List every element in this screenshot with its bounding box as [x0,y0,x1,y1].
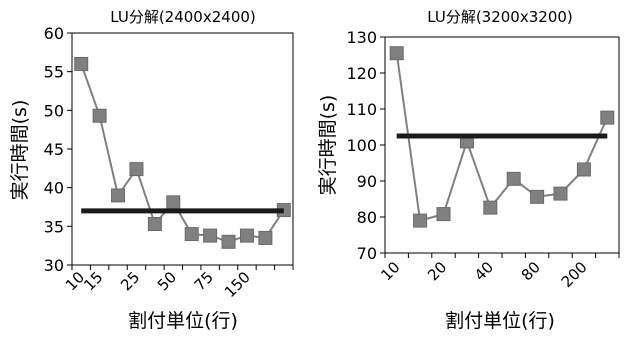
y-tick-label: 55 [44,63,64,82]
data-point [600,110,615,125]
chart-lu-3200: LU分解(3200x3200) 実行時間(s) 割付単位(行) 70 80 90 100 11… [317,8,620,332]
data-point [74,56,89,71]
chart-title: LU分解(2400x2400) [110,8,256,26]
data-point [166,195,181,210]
plot-frame [71,32,294,266]
y-tick-label: 60 [44,24,64,43]
series-line [80,63,285,243]
x-tick-label: 25 [117,268,143,294]
x-axis-label: 割付単位(行) [128,310,238,332]
data-point [413,213,428,228]
data-point [530,189,545,204]
data-point [553,186,568,201]
y-tick-label: 40 [44,179,64,198]
y-tick-label: 120 [346,64,377,83]
x-tick-label: 75 [191,268,217,294]
data-point [184,227,199,242]
x-tick-label: 150 [221,268,254,301]
data-point [111,188,126,203]
data-point [436,207,451,222]
x-axis-label: 割付単位(行) [445,310,555,332]
y-tick-label: 45 [44,140,64,159]
data-point [483,200,498,215]
data-point [576,162,591,177]
data-point [239,228,254,243]
chart-lu-2400: LU分解(2400x2400) 実行時間(s) 割付単位(行) 30 35 40 45 50 5… [9,8,294,332]
x-tick-label: 40 [471,258,497,284]
y-tick-label: 70 [357,244,377,263]
series-line [395,53,609,222]
y-tick-label: 100 [346,136,377,155]
y-tick-label: 30 [44,256,64,275]
data-point [258,230,273,245]
chart-title: LU分解(3200x3200) [427,8,573,26]
data-point [147,217,162,232]
y-tick-label: 130 [346,28,377,47]
x-tick-label: 80 [518,258,544,284]
data-point [389,46,404,61]
y-tick-label: 50 [44,101,64,120]
x-tick-label: 15 [80,268,106,294]
y-axis-label: 実行時間(s) [9,100,31,201]
x-tick-label: 10 [377,258,403,284]
y-axis-label: 実行時間(s) [317,95,339,196]
data-point [92,108,107,123]
x-tick-label: 200 [558,258,591,291]
data-point [203,228,218,243]
x-tick-label: 50 [154,268,180,294]
data-point [129,162,144,177]
data-point [506,171,521,186]
data-point [221,234,236,249]
y-tick-label: 110 [346,100,377,119]
x-tick-label: 20 [424,258,450,284]
y-tick-label: 80 [357,208,377,227]
y-tick-label: 35 [44,217,64,236]
y-tick-label: 90 [357,172,377,191]
